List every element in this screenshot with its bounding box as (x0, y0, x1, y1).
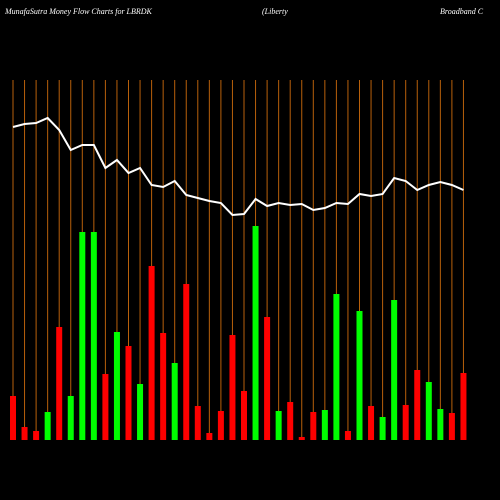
bar (321, 410, 328, 440)
bar (102, 374, 109, 440)
bar (217, 411, 224, 440)
chart-subtitle: Broadband C (440, 7, 484, 16)
bar (414, 370, 421, 440)
bar (148, 266, 155, 440)
bar (298, 437, 305, 440)
bar (160, 333, 167, 440)
bar (125, 346, 132, 440)
bar (241, 391, 247, 440)
bar (21, 427, 28, 440)
bar (90, 232, 97, 440)
bar (368, 406, 375, 440)
bar (113, 332, 120, 440)
bar (356, 311, 363, 440)
bar (460, 373, 467, 440)
bar (425, 382, 432, 440)
bar (264, 317, 271, 440)
bar (194, 406, 201, 440)
bar (287, 402, 294, 440)
bar (391, 300, 398, 440)
bar (183, 284, 190, 440)
bar (333, 294, 340, 440)
bar (252, 226, 259, 440)
bar (310, 412, 317, 440)
bar (171, 363, 178, 440)
bar (275, 411, 282, 440)
money-flow-line (12, 116, 464, 217)
bar (379, 417, 386, 440)
bar (56, 327, 63, 440)
bar (44, 412, 51, 440)
chart-title: MunafaSutra Money Flow Charts for LBRDK (4, 7, 153, 16)
bar (10, 396, 16, 440)
chart-subtitle: (Liberty (262, 7, 288, 16)
bar (344, 431, 351, 440)
bar (229, 335, 236, 440)
bar (67, 396, 74, 440)
bar (206, 433, 213, 440)
bar (33, 431, 40, 440)
bar (79, 232, 86, 440)
bar (402, 405, 409, 440)
bar (137, 384, 144, 440)
bar (448, 413, 455, 440)
bar (437, 409, 444, 440)
